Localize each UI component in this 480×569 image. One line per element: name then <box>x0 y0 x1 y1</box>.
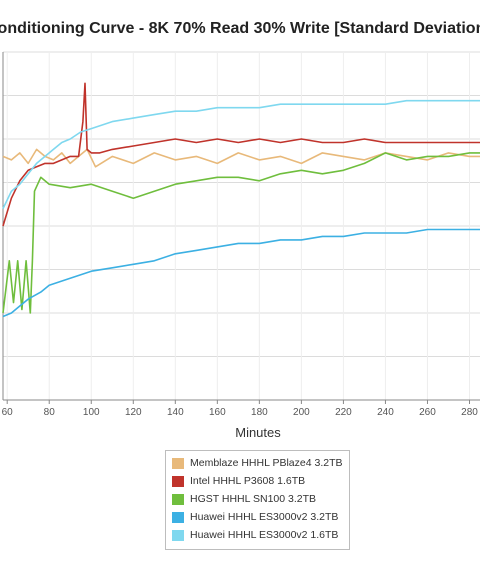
x-tick-label: 180 <box>251 407 268 418</box>
x-tick-labels: 60 80 100 120 140 160 180 200 220 240 260 280 <box>2 400 478 418</box>
x-tick-label: 280 <box>461 407 478 418</box>
series-line-5 <box>2 99 480 209</box>
legend-item: Intel HHHL P3608 1.6TB <box>172 472 343 490</box>
legend-label: Huawei HHHL ES3000v2 3.2TB <box>190 511 339 523</box>
series-line-4 <box>2 228 480 318</box>
series-lines <box>2 82 480 318</box>
x-tick-label: 120 <box>125 407 142 418</box>
legend-swatch <box>172 457 184 469</box>
legend-label: HGST HHHL SN100 3.2TB <box>190 493 317 505</box>
x-tick-label: 100 <box>83 407 100 418</box>
series-line-2 <box>2 82 480 227</box>
legend-item: Huawei HHHL ES3000v2 1.6TB <box>172 526 343 544</box>
grid-lines <box>3 51 480 401</box>
x-tick-label: 140 <box>167 407 184 418</box>
x-tick-label: 80 <box>44 407 56 418</box>
legend-label: Huawei HHHL ES3000v2 1.6TB <box>190 529 339 541</box>
chart-title: Conditioning Curve - 8K 70% Read 30% Wri… <box>0 20 480 37</box>
series-line-1 <box>2 148 480 168</box>
x-tick-label: 220 <box>335 407 352 418</box>
x-tick-label: 200 <box>293 407 310 418</box>
legend: Memblaze HHHL PBlaze4 3.2TB Intel HHHL P3… <box>165 450 350 550</box>
x-tick-label: 240 <box>377 407 394 418</box>
legend-swatch <box>172 511 184 523</box>
legend-swatch <box>172 475 184 487</box>
x-tick-label: 60 <box>2 407 14 418</box>
legend-swatch <box>172 529 184 541</box>
series-line-3 <box>2 152 480 314</box>
legend-label: Memblaze HHHL PBlaze4 3.2TB <box>190 457 343 469</box>
legend-item: Huawei HHHL ES3000v2 3.2TB <box>172 508 343 526</box>
x-tick-label: 160 <box>209 407 226 418</box>
x-axis-label: Minutes <box>235 425 281 440</box>
legend-item: Memblaze HHHL PBlaze4 3.2TB <box>172 454 343 472</box>
legend-swatch <box>172 493 184 505</box>
x-tick-label: 260 <box>419 407 436 418</box>
legend-label: Intel HHHL P3608 1.6TB <box>190 475 306 487</box>
legend-item: HGST HHHL SN100 3.2TB <box>172 490 343 508</box>
